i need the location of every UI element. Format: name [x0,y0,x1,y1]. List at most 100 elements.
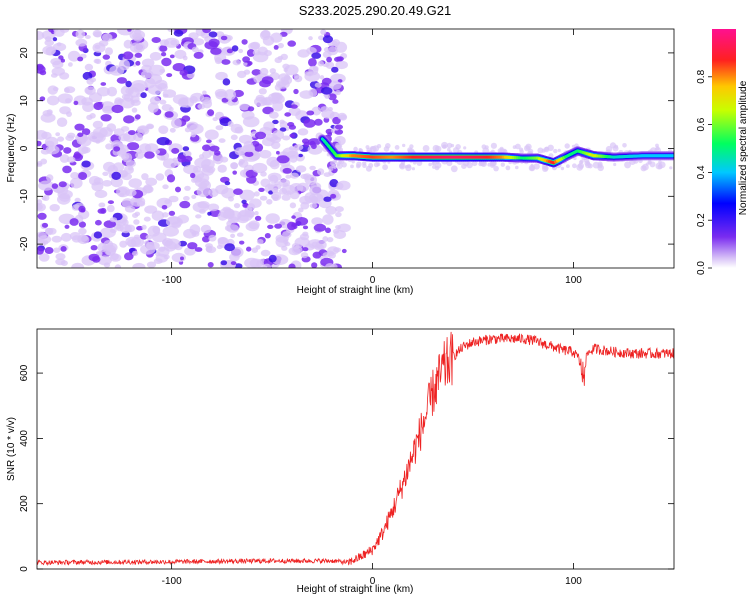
spectrogram-x-ticks: -100 0 100 [162,29,582,286]
noise-speckle [182,146,190,152]
noise-speckle [201,159,215,170]
noise-speckle [311,217,323,226]
noise-speckle [289,190,300,200]
noise-speckle [254,143,264,152]
ridge-halo-speckle [373,162,380,168]
noise-speckle [233,188,243,195]
figure-title: S233.2025.290.20.49.G21 [299,3,452,18]
noise-speckle [171,147,180,154]
noise-speckle [269,68,276,74]
noise-speckle [218,138,226,143]
noise-speckle [243,61,248,66]
noise-speckle [52,60,64,69]
noise-speckle [135,60,141,66]
ridge-halo-speckle [484,145,489,150]
noise-speckle [55,132,61,137]
noise-speckle [184,185,191,191]
y-tick-label: 200 [19,495,30,512]
noise-speckle [151,232,167,243]
noise-speckle [106,204,115,213]
ridge-halo-speckle [622,143,627,148]
noise-speckle [295,243,303,249]
noise-speckle [202,236,210,243]
noise-speckle [232,59,241,66]
noise-speckle [182,55,188,61]
noise-speckle [159,39,170,46]
spectrogram-y-label: Frequency (Hz) [6,114,17,183]
noise-speckle [62,165,72,174]
noise-speckle [85,35,91,39]
noise-speckle [230,123,243,134]
noise-speckle [180,256,184,261]
noise-speckle [264,233,271,239]
ridge-halo-speckle [450,165,458,173]
noise-speckle [231,45,239,52]
noise-speckle [187,242,198,250]
noise-speckle [332,116,341,125]
noise-speckle [170,39,178,46]
noise-speckle [136,200,146,207]
colorbar-tick-label: 0.6 [696,117,707,131]
noise-speckle [106,242,118,253]
noise-speckle [158,125,169,134]
ridge-halo-speckle [441,141,448,149]
noise-speckle [100,114,112,122]
noise-speckle [221,59,231,65]
noise-speckle [151,210,165,221]
noise-speckle [284,112,292,117]
ridge-halo-speckle [566,164,570,169]
ridge-halo-speckle [334,142,342,150]
noise-speckle [56,117,68,127]
noise-speckle [41,222,49,228]
noise-speckle [238,48,244,54]
ridge-halo-speckle [446,142,453,149]
noise-speckle [173,29,184,37]
noise-speckle [308,36,313,41]
noise-speckle [254,131,267,140]
noise-speckle [45,36,52,42]
ridge-halo-speckle [341,162,347,168]
colorbar-ticks: 0.0 0.2 0.4 0.6 0.8 [696,69,712,275]
noise-speckle [64,87,70,93]
noise-speckle [267,172,282,182]
noise-speckle [309,203,318,209]
ridge-halo-speckle [382,164,388,171]
noise-speckle [59,154,70,163]
noise-speckle [220,260,228,266]
noise-speckle [121,219,129,226]
snr-panel: -100 0 100 0 200 400 600 Height of straight l… [6,328,675,595]
noise-speckle [145,177,158,186]
noise-speckle [147,102,159,113]
noise-speckle [77,132,84,138]
noise-speckle [331,66,339,73]
noise-speckle [122,152,133,163]
noise-speckle [144,205,158,214]
noise-speckle [234,147,245,156]
noise-speckle [93,231,103,239]
x-tick-label: 0 [370,275,376,286]
noise-speckle [137,126,148,133]
noise-speckle [37,65,46,74]
noise-speckle [271,92,281,99]
noise-speckle [276,155,290,164]
noise-speckle [64,224,70,229]
noise-speckle [37,31,45,40]
noise-speckle [147,84,163,95]
noise-speckle [262,263,272,268]
noise-speckle [332,99,339,104]
noise-speckle [259,79,271,88]
noise-speckle [78,227,87,235]
noise-speckle [190,172,196,179]
ridge-halo-speckle [524,145,531,152]
ridge-halo-speckle [576,163,584,171]
noise-speckle [297,128,309,136]
noise-speckle [189,224,201,235]
noise-speckle [304,71,321,82]
ridge-halo-speckle [533,163,540,170]
noise-speckle [183,196,190,201]
noise-speckle [295,165,307,173]
noise-speckle [58,181,67,188]
noise-speckle [190,92,205,102]
noise-speckle [111,104,124,114]
noise-speckle [81,160,91,168]
